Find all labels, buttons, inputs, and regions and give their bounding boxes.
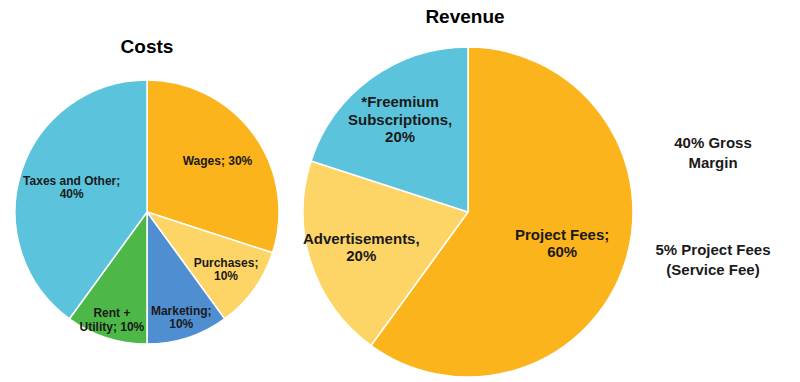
- svg-text:Purchases;10%: Purchases;10%: [194, 256, 259, 284]
- svg-text:*FreemiumSubscriptions,20%: *FreemiumSubscriptions,20%: [348, 93, 452, 145]
- html-text:5% Project Fees (Service Fee): 5% Project Fees (Service Fee): [655, 241, 771, 278]
- html-text:40% Gross Margin: 40% Gross Margin: [674, 134, 752, 171]
- svg-text:Wages; 30%: Wages; 30%: [183, 154, 253, 168]
- svg-text:Rent +Utility; 10%: Rent +Utility; 10%: [80, 306, 145, 334]
- svg-text:Project Fees;60%: Project Fees;60%: [515, 225, 609, 259]
- svg-text:Taxes and Other;40%: Taxes and Other;40%: [23, 174, 120, 202]
- html-text:Costs: Costs: [120, 36, 174, 57]
- svg-text:Advertisements,20%: Advertisements,20%: [303, 230, 420, 264]
- html-text:Revenue: Revenue: [425, 6, 505, 27]
- svg-text:Marketing;10%: Marketing;10%: [151, 304, 212, 332]
